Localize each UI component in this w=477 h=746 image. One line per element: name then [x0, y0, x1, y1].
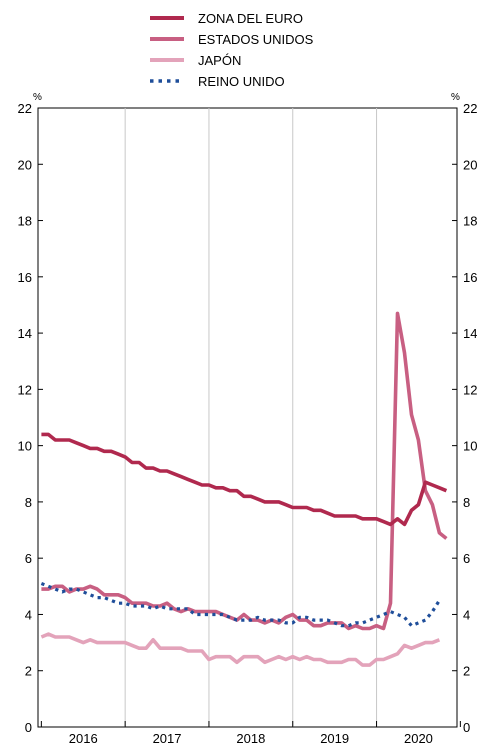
ytick-right-label: 4	[463, 607, 470, 622]
xtick-label-2020: 2020	[404, 731, 433, 746]
legend-label: JAPÓN	[198, 53, 241, 68]
ytick-left-label: 2	[25, 664, 32, 679]
ytick-left-label: 20	[18, 157, 32, 172]
ytick-right-label: 12	[463, 382, 477, 397]
ytick-right-label: 20	[463, 157, 477, 172]
ytick-left-label: 4	[25, 607, 32, 622]
right-axis-unit: %	[451, 92, 460, 103]
ytick-left-label: 6	[25, 551, 32, 566]
xtick-label-2019: 2019	[320, 731, 349, 746]
xtick-label-2018: 2018	[236, 731, 265, 746]
series-lines	[40, 311, 448, 667]
ytick-left-label: 0	[25, 720, 32, 735]
ytick-right-label: 14	[463, 326, 477, 341]
series-line-jap-n	[40, 632, 441, 667]
ytick-right-label: 8	[463, 495, 470, 510]
ytick-left-label: 14	[18, 326, 32, 341]
series-line-reino-unido	[40, 582, 441, 628]
legend-label: ESTADOS UNIDOS	[198, 32, 314, 47]
series-line-estados-unidos	[41, 311, 448, 631]
ytick-right-label: 2	[463, 664, 470, 679]
ytick-right-label: 18	[463, 214, 477, 229]
ytick-left-label: 8	[25, 495, 32, 510]
ytick-left-label: 16	[18, 270, 32, 285]
ytick-right-label: 22	[463, 101, 477, 116]
ytick-left-label: 22	[18, 101, 32, 116]
legend-label: REINO UNIDO	[198, 74, 285, 89]
left-axis-unit: %	[33, 92, 42, 103]
vertical-gridlines	[124, 108, 378, 727]
series-line-zona-del-euro	[41, 432, 448, 527]
legend: ZONA DEL EURO ESTADOS UNIDOS JAPÓN REINO UN…	[150, 11, 314, 89]
legend-label: ZONA DEL EURO	[198, 11, 303, 26]
ytick-left-label: 10	[18, 439, 32, 454]
xtick-label-2017: 2017	[153, 731, 182, 746]
plot-frame	[37, 107, 458, 728]
ytick-right-label: 10	[463, 439, 477, 454]
ytick-right-label: 16	[463, 270, 477, 285]
ytick-right-label: 6	[463, 551, 470, 566]
xtick-label-2016: 2016	[69, 731, 98, 746]
ytick-left-label: 12	[18, 382, 32, 397]
ytick-right-label: 0	[463, 720, 470, 735]
ytick-left-label: 18	[18, 214, 32, 229]
